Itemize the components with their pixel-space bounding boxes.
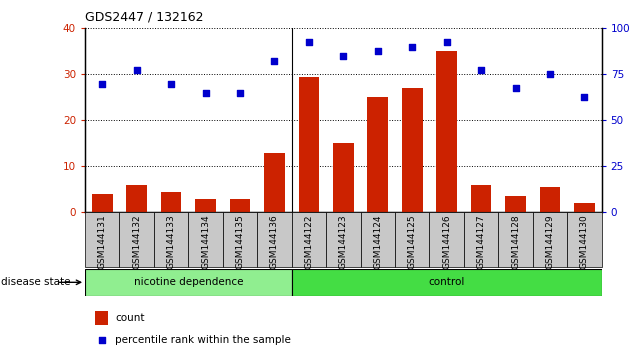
Text: GSM144133: GSM144133 (167, 214, 176, 269)
Text: GSM144130: GSM144130 (580, 214, 589, 269)
Bar (464, 212, 498, 267)
Point (235, 90, 245, 96)
Point (304, 39, 314, 45)
Point (270, 58, 280, 63)
Text: GSM144129: GSM144129 (546, 214, 554, 269)
Point (442, 39, 452, 45)
Text: GSM144125: GSM144125 (408, 214, 416, 269)
Bar (292, 212, 326, 267)
Text: control: control (428, 277, 465, 287)
Bar (505, 196, 526, 212)
Bar (395, 212, 430, 267)
Text: GSM144123: GSM144123 (339, 214, 348, 269)
Bar (188, 212, 223, 267)
Point (96, 337, 106, 343)
Bar (333, 143, 353, 212)
Bar (402, 88, 423, 212)
Bar (85, 212, 120, 267)
Point (476, 67, 486, 73)
Bar (360, 212, 395, 267)
Bar (471, 185, 491, 212)
Text: GSM144136: GSM144136 (270, 214, 279, 269)
Bar (533, 212, 567, 267)
Bar (195, 199, 216, 212)
Text: disease state: disease state (1, 277, 71, 287)
Point (580, 95, 590, 100)
Bar (299, 77, 319, 212)
Point (510, 85, 520, 91)
Point (166, 81, 176, 86)
Point (545, 72, 555, 77)
Bar (120, 212, 154, 267)
Bar (127, 185, 147, 212)
Text: GSM144128: GSM144128 (511, 214, 520, 269)
Point (407, 44, 417, 50)
Bar (85, 269, 292, 296)
Bar (154, 212, 188, 267)
Point (97, 81, 107, 86)
Bar (161, 192, 181, 212)
Text: GSM144134: GSM144134 (201, 214, 210, 269)
Bar (540, 187, 560, 212)
Text: GDS2447 / 132162: GDS2447 / 132162 (85, 11, 203, 24)
Text: percentile rank within the sample: percentile rank within the sample (115, 335, 291, 346)
Bar (230, 199, 250, 212)
Bar (223, 212, 257, 267)
Bar (326, 212, 360, 267)
Point (338, 53, 348, 59)
Text: GSM144126: GSM144126 (442, 214, 451, 269)
Bar (367, 97, 388, 212)
Point (373, 48, 383, 54)
Text: GSM144127: GSM144127 (477, 214, 486, 269)
Bar (92, 194, 113, 212)
Text: GSM144132: GSM144132 (132, 214, 141, 269)
Bar (264, 153, 285, 212)
Bar (498, 212, 533, 267)
Text: GSM144131: GSM144131 (98, 214, 106, 269)
Text: count: count (115, 313, 144, 323)
Bar (567, 212, 602, 267)
Text: GSM144122: GSM144122 (304, 214, 313, 269)
Bar (95, 312, 108, 325)
Bar (257, 212, 292, 267)
Point (132, 67, 142, 73)
Bar (574, 203, 595, 212)
Text: nicotine dependence: nicotine dependence (134, 277, 243, 287)
Bar (430, 212, 464, 267)
Bar (292, 269, 602, 296)
Text: GSM144135: GSM144135 (236, 214, 244, 269)
Point (200, 90, 210, 96)
Text: GSM144124: GSM144124 (374, 214, 382, 269)
Bar (437, 51, 457, 212)
